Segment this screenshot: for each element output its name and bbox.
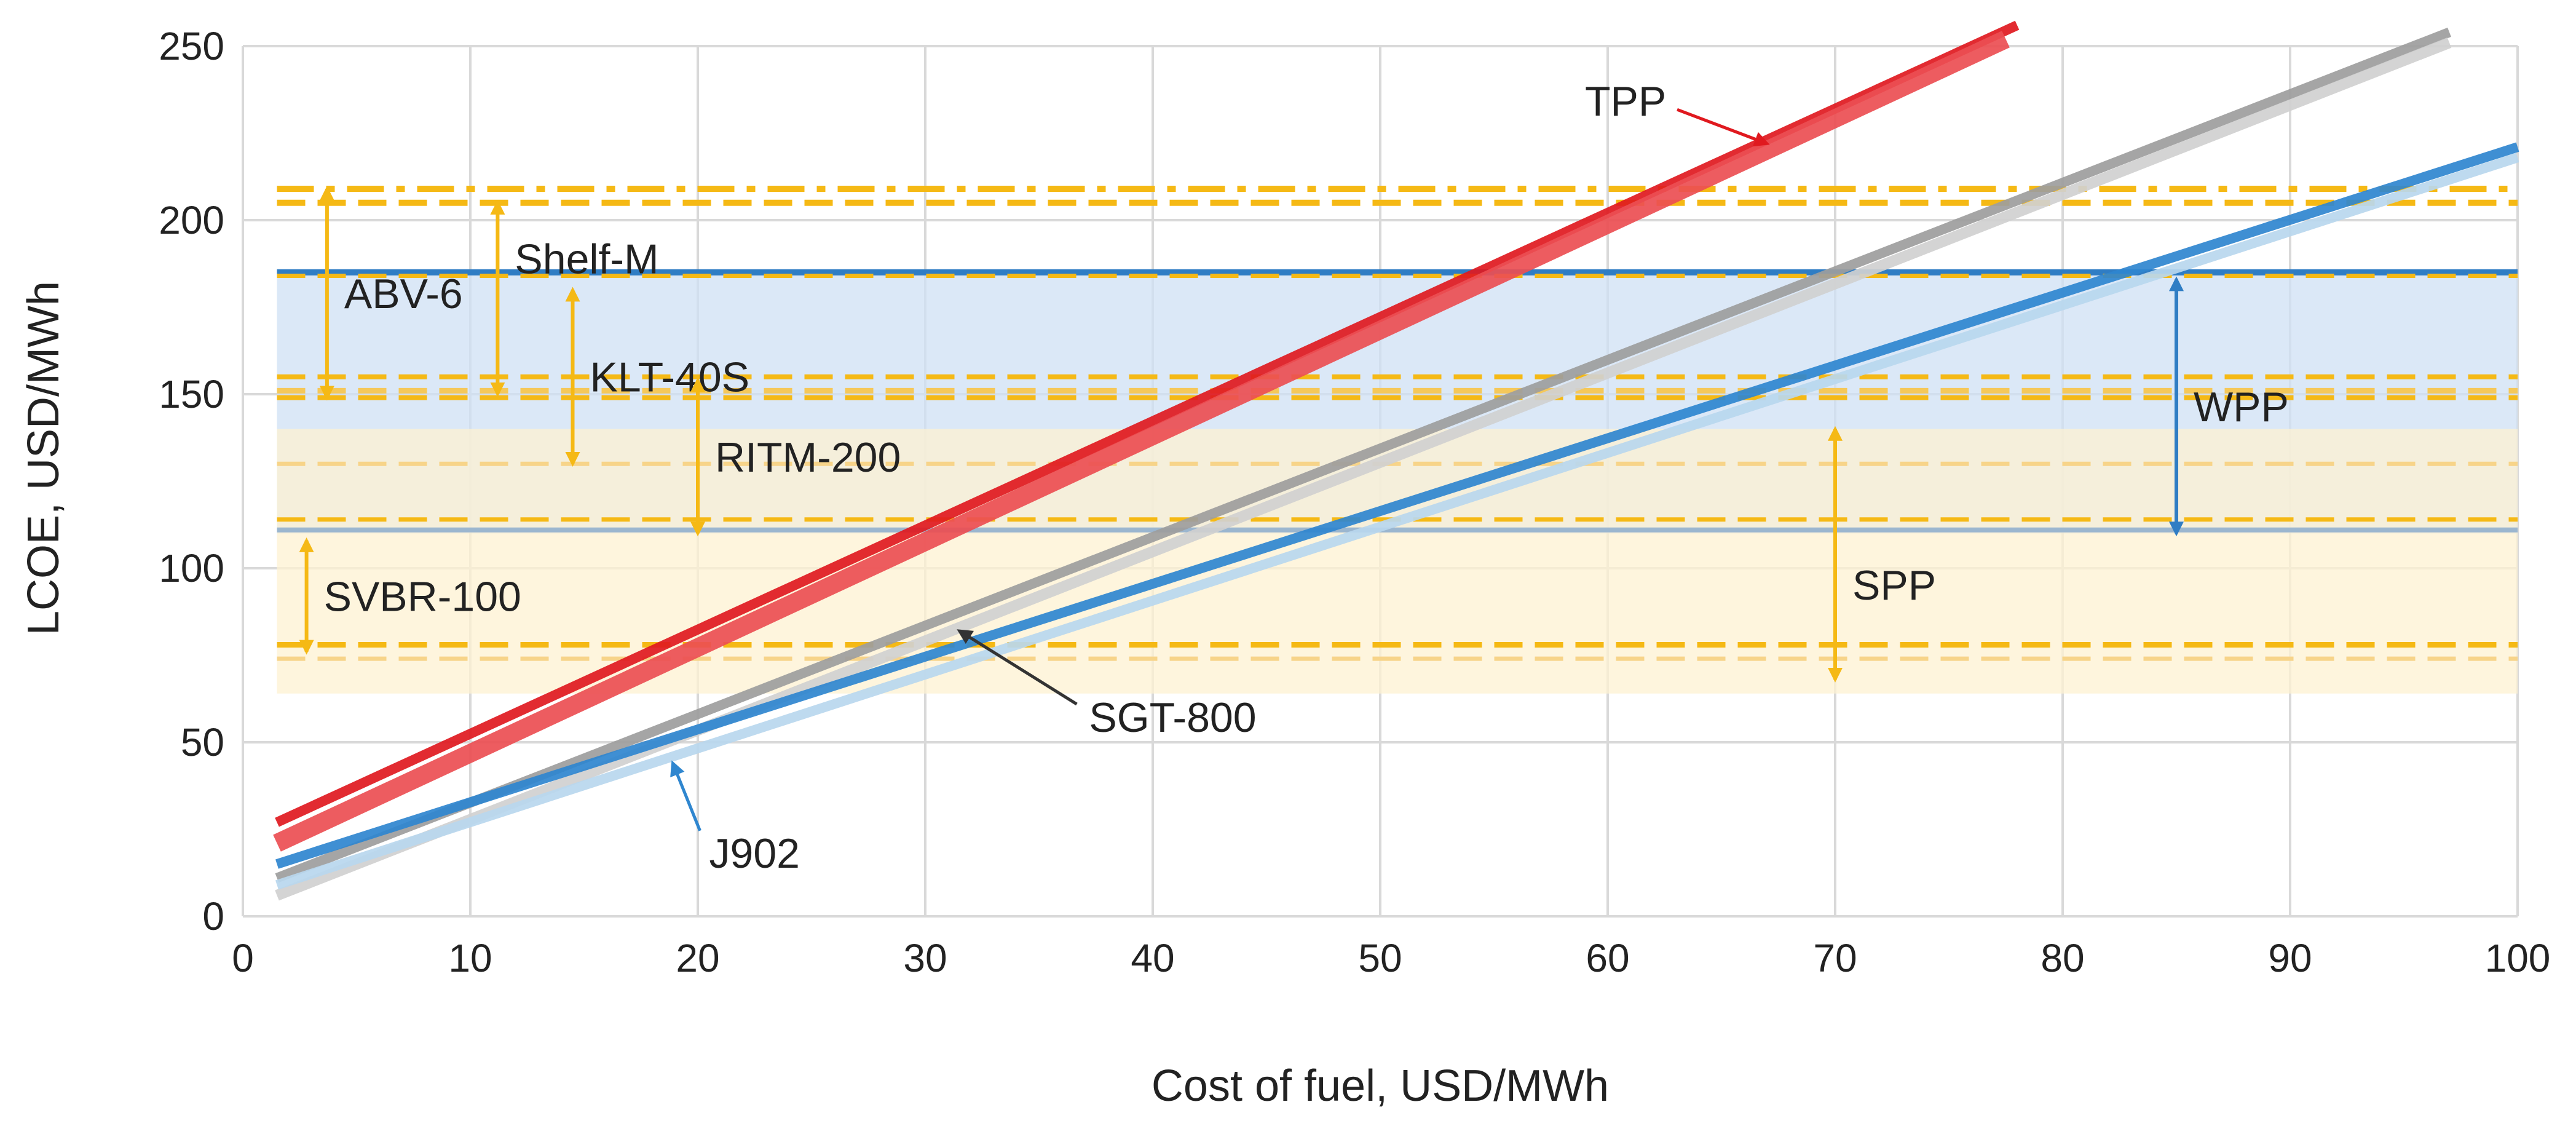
x-tick-label: 100 [2485, 936, 2551, 980]
y-tick-label: 150 [159, 372, 224, 416]
pointer-label-tpp: TPP [1585, 78, 1666, 125]
x-tick-label: 40 [1131, 936, 1174, 980]
series-line-tpp-lower [273, 31, 2010, 852]
tick-labels: 0 10 20 30 40 50 60 70 80 90 100 0 50 100 150 200 250 [159, 24, 2550, 980]
series-line-j902-lower [275, 153, 2519, 890]
range-label-spp: SPP [1852, 562, 1936, 609]
range-label-abv-6: ABV-6 [344, 271, 463, 317]
pointer-arrow-sgt-800 [957, 629, 1078, 706]
annotations: ABV-6 Shelf-M KLT-40S RITM-200 SVBR-100 SPP WP… [299, 78, 2289, 877]
x-axis-title: Cost of fuel, USD/MWh [1152, 1061, 1609, 1111]
x-tick-label: 90 [2268, 936, 2312, 980]
pointer-label-j902: J902 [709, 830, 800, 877]
pointer-arrow-tpp [1677, 108, 1770, 147]
y-axis-title: LCOE, USD/MWh [19, 281, 68, 635]
range-label-klt-40s: KLT-40S [590, 354, 750, 401]
band-spp [277, 429, 2518, 694]
x-tick-label: 70 [1813, 936, 1857, 980]
x-tick-label: 60 [1586, 936, 1629, 980]
pointer-label-sgt-800: SGT-800 [1089, 694, 1256, 741]
series [273, 20, 2519, 901]
y-tick-label: 200 [159, 198, 224, 242]
x-tick-label: 0 [232, 936, 254, 980]
range-label-shelf-m: Shelf-M [515, 236, 658, 283]
range-label-wpp: WPP [2194, 384, 2289, 430]
pointer-arrow-j902 [670, 760, 701, 831]
y-tick-label: 0 [202, 894, 224, 938]
x-tick-label: 50 [1358, 936, 1402, 980]
series-line-tpp [275, 20, 2020, 827]
range-label-svbr-100: SVBR-100 [324, 573, 521, 620]
series-line-j902 [275, 142, 2519, 869]
x-tick-label: 10 [448, 936, 492, 980]
series-line-sgt-800 [275, 27, 2451, 883]
bands [277, 272, 2518, 694]
y-tick-label: 100 [159, 546, 224, 590]
range-label-ritm-200: RITM-200 [715, 434, 901, 481]
x-tick-label: 80 [2041, 936, 2084, 980]
x-tick-label: 20 [676, 936, 719, 980]
x-tick-label: 30 [903, 936, 947, 980]
y-tick-label: 50 [181, 720, 224, 764]
y-tick-label: 250 [159, 24, 224, 68]
